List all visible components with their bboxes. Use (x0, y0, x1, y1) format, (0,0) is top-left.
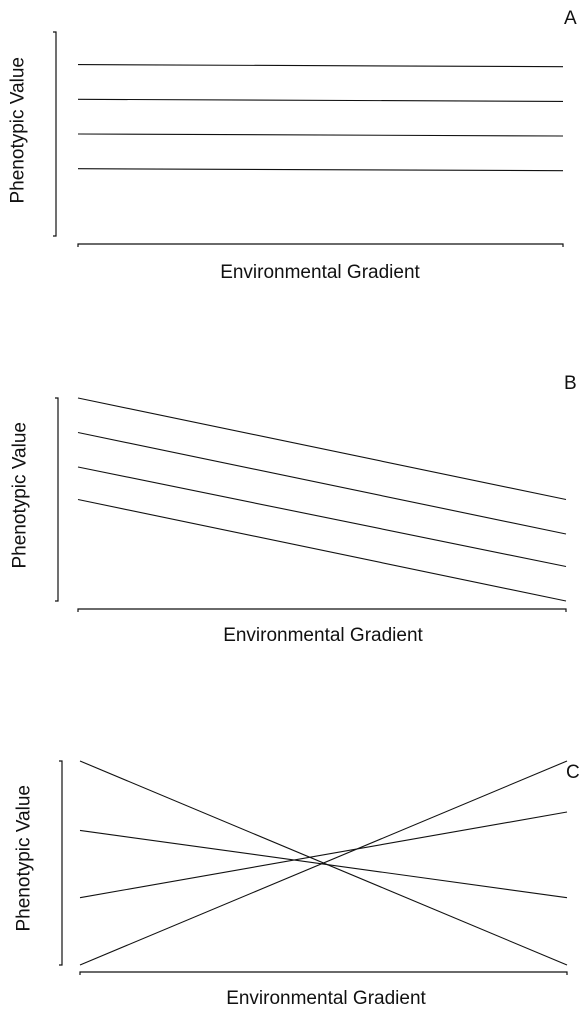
x-axis-label-a: Environmental Gradient (220, 262, 420, 283)
chart-b-svg (55, 397, 567, 612)
chart-panel-a: A Phenotypic Value Environmental Gradien… (0, 0, 581, 337)
chart-panel-c: C Phenotypic Value Environmental Gradien… (0, 674, 581, 1011)
x-axis-label-c: Environmental Gradient (226, 988, 426, 1009)
series-line-b-4 (77, 498, 567, 602)
series-line-a-2 (77, 98, 564, 102)
panel-label-a: A (564, 8, 577, 29)
panel-label-c: C (566, 762, 580, 783)
x-axis-line-a (77, 243, 564, 247)
y-axis-label-c: Phenotypic Value (13, 785, 35, 932)
series-line-c-4 (79, 760, 568, 966)
y-axis-label-b: Phenotypic Value (9, 422, 31, 569)
series-line-b-3 (77, 466, 567, 568)
y-axis-line-c (59, 760, 63, 966)
x-axis-line-c (79, 971, 568, 975)
panel-label-b: B (564, 373, 577, 394)
series-line-a-4 (77, 168, 564, 172)
chart-c-svg (59, 760, 568, 975)
series-line-b-2 (77, 431, 567, 535)
y-axis-label-a: Phenotypic Value (7, 57, 29, 204)
y-axis-line-a (53, 31, 57, 237)
series-line-a-1 (77, 64, 564, 68)
series-line-a-3 (77, 133, 564, 137)
series-line-c-2 (79, 829, 568, 899)
series-line-c-3 (79, 811, 568, 899)
series-line-b-1 (77, 397, 567, 501)
x-axis-label-b: Environmental Gradient (223, 625, 423, 646)
y-axis-line-b (55, 397, 59, 602)
x-axis-line-b (77, 608, 567, 612)
chart-a-svg (53, 31, 564, 247)
chart-panel-b: B Phenotypic Value Environmental Gradien… (0, 337, 581, 674)
